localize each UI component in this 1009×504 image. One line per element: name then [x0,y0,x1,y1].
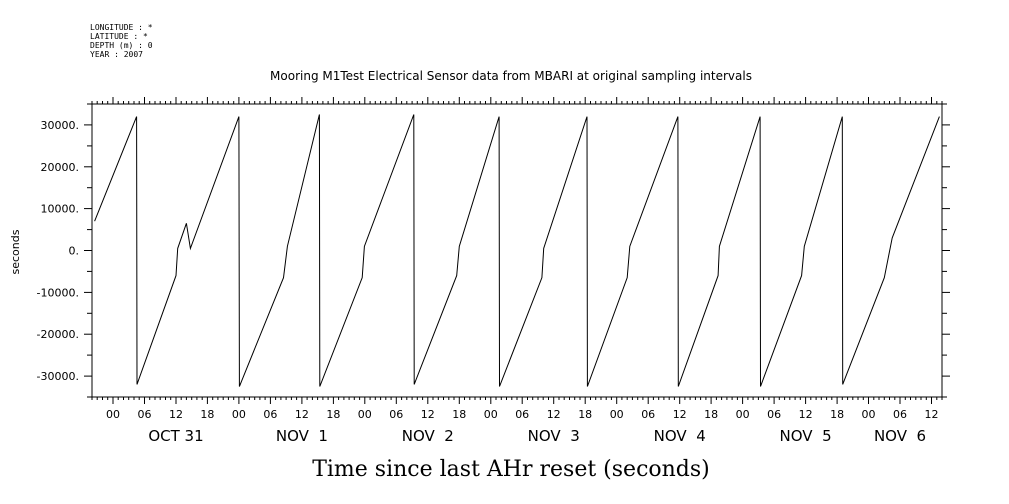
x-hour-tick-label: 12 [169,408,183,421]
x-day-label: OCT 31 [148,427,203,445]
x-hour-tick-label: 06 [767,408,781,421]
x-hour-tick-label: 18 [830,408,844,421]
x-hour-tick-label: 00 [106,408,120,421]
x-hour-tick-label: 06 [138,408,152,421]
series-layer [94,114,940,387]
y-tick-label: -30000. [37,370,79,383]
x-hour-tick-label: 12 [421,408,435,421]
x-hour-tick-label: 06 [263,408,277,421]
x-hour-tick-label: 18 [452,408,466,421]
x-hour-tick-label: 00 [232,408,246,421]
x-axis-label: Time since last AHr reset (seconds) [312,457,710,482]
latitude-meta: LATITUDE : * [90,32,148,41]
x-hour-tick-label: 06 [389,408,403,421]
x-hour-tick-label: 06 [641,408,655,421]
x-hour-tick-label: 12 [673,408,687,421]
x-hour-tick-label: 12 [295,408,309,421]
x-day-label: NOV 2 [402,427,454,445]
x-day-label: NOV 5 [780,427,832,445]
series-line [94,114,940,387]
x-day-label: NOV 6 [874,427,926,445]
x-hour-tick-label: 00 [862,408,876,421]
x-hour-tick-label: 06 [893,408,907,421]
x-hour-tick-label: 18 [326,408,340,421]
year-meta: YEAR : 2007 [90,50,143,59]
y-tick-label: 0. [69,245,80,258]
x-hour-tick-label: 18 [704,408,718,421]
longitude-meta: LONGITUDE : * [90,23,153,32]
x-hour-tick-label: 00 [358,408,372,421]
y-tick-label: -20000. [37,328,79,341]
plot-frame [91,103,943,398]
axes-layer: 00 06 12 18 00 06 12 18 00 06 12 18 00 06 12 18 00 06 12 18… [37,97,950,445]
chart-title: Mooring M1Test Electrical Sensor data fr… [270,69,752,83]
x-hour-tick-label: 00 [610,408,624,421]
x-hour-tick-label: 18 [200,408,214,421]
x-hour-tick-label: 00 [484,408,498,421]
x-hour-tick-label: 12 [547,408,561,421]
y-tick-label: -10000. [37,286,79,299]
y-axis-label: seconds [9,229,22,274]
x-hour-tick-label: 06 [515,408,529,421]
x-hour-tick-label: 12 [925,408,939,421]
x-hour-tick-label: 18 [578,408,592,421]
x-hour-tick-label: 12 [799,408,813,421]
x-day-label: NOV 1 [276,427,328,445]
y-tick-label: 20000. [41,161,80,174]
y-tick-label: 30000. [41,119,80,132]
x-hour-tick-label: 00 [736,408,750,421]
x-day-label: NOV 3 [528,427,580,445]
y-tick-label: 10000. [41,203,80,216]
x-day-label: NOV 4 [654,427,706,445]
depth-meta: DEPTH (m) : 0 [90,41,153,50]
